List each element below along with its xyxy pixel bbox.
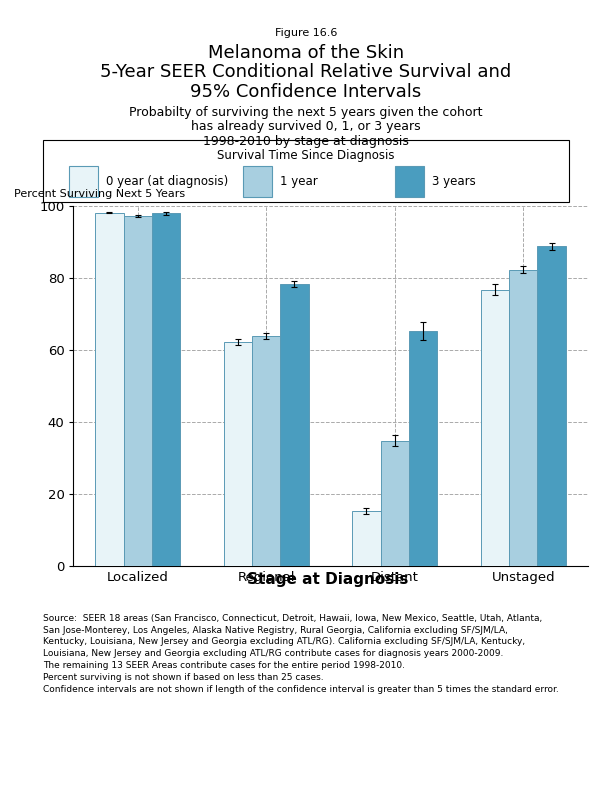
Bar [409,331,437,566]
Bar [280,284,308,566]
Bar [152,214,180,566]
Text: Source:  SEER 18 areas (San Francisco, Connecticut, Detroit, Hawaii, Iowa, New M: Source: SEER 18 areas (San Francisco, Co… [43,614,559,694]
Bar [252,336,280,566]
Text: 5-Year SEER Conditional Relative Survival and: 5-Year SEER Conditional Relative Surviva… [100,63,512,82]
Text: Percent Surviving Next 5 Years: Percent Surviving Next 5 Years [14,188,185,199]
Bar [537,246,565,566]
Text: 0 year (at diagnosis): 0 year (at diagnosis) [106,175,228,188]
Bar [124,215,152,566]
Text: Stage at Diagnosis: Stage at Diagnosis [247,572,408,587]
Text: 1998-2010 by stage at diagnosis: 1998-2010 by stage at diagnosis [203,135,409,147]
Text: 95% Confidence Intervals: 95% Confidence Intervals [190,83,422,101]
Bar [95,213,124,566]
Bar [353,511,381,566]
Text: has already survived 0, 1, or 3 years: has already survived 0, 1, or 3 years [191,120,421,133]
Text: Survival Time Since Diagnosis: Survival Time Since Diagnosis [217,150,395,162]
FancyBboxPatch shape [43,140,569,202]
Bar [243,166,272,197]
Bar [395,166,425,197]
Text: 3 years: 3 years [432,175,476,188]
Text: 1 year: 1 year [280,175,318,188]
Bar [224,342,252,566]
Text: Melanoma of the Skin: Melanoma of the Skin [208,44,404,62]
Bar [481,290,509,566]
Bar [381,441,409,566]
Text: Probabilty of surviving the next 5 years given the cohort: Probabilty of surviving the next 5 years… [129,106,483,119]
Text: Figure 16.6: Figure 16.6 [275,28,337,38]
Bar [509,270,537,566]
Bar [69,166,98,197]
